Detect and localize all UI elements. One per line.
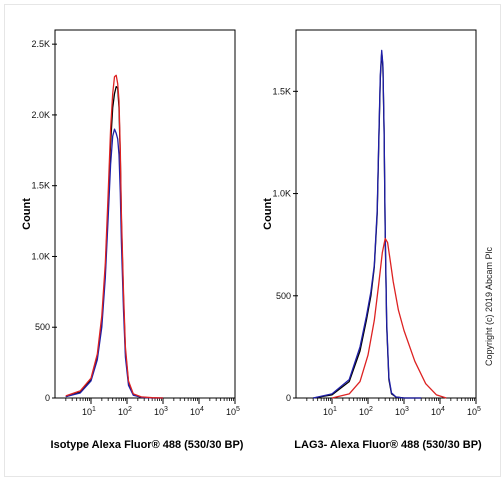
y-tick-label: 1.5K	[31, 181, 50, 191]
plot-area-border	[54, 29, 236, 399]
x-tick-label: 103	[154, 406, 168, 417]
y-tick-label: 1.0K	[31, 251, 50, 261]
x-tick-label: 104	[431, 406, 445, 417]
x-axis-label: Isotype Alexa Fluor® 488 (530/30 BP)	[51, 439, 244, 451]
x-tick-label: 101	[82, 406, 96, 417]
histogram-series-2	[65, 74, 164, 399]
x-tick-label: 105	[226, 406, 240, 417]
y-tick-label: 2.5K	[31, 39, 50, 49]
lag3-histogram-panel: 0 500 1.0K 1.5K 101 102 103 104 105 Count LAG3- Al…	[262, 29, 482, 451]
isotype-histogram-panel: 0 500 1.0K 1.5K 2.0K 2.5K 101 102 103 104 105 Count…	[21, 29, 244, 451]
y-tick-label: 0	[286, 393, 291, 403]
y-tick-label: 0	[45, 393, 50, 403]
y-tick-label: 1.0K	[272, 189, 291, 199]
plot-area-border	[295, 29, 477, 399]
y-tick-label: 500	[35, 322, 50, 332]
copyright-notice: Copyright (c) 2019 Abcam Plc	[484, 246, 494, 366]
histogram-series-2	[331, 237, 447, 399]
y-axis-label: Count	[21, 198, 33, 230]
x-tick-label: 105	[467, 406, 481, 417]
y-axis-label: Count	[262, 198, 274, 230]
y-tick-label: 2.0K	[31, 110, 50, 120]
x-tick-label: 104	[190, 406, 204, 417]
histogram-series-0	[313, 51, 422, 399]
x-axis-label: LAG3- Alexa Fluor® 488 (530/30 BP)	[294, 439, 482, 451]
x-tick-label: 102	[359, 406, 373, 417]
x-tick-label: 101	[323, 406, 337, 417]
y-tick-label: 500	[276, 291, 291, 301]
histogram-series-0	[65, 85, 163, 399]
histogram-series-1	[313, 49, 422, 399]
y-tick-label: 1.5K	[272, 86, 291, 96]
x-tick-label: 103	[395, 406, 409, 417]
histogram-series-1	[65, 128, 163, 399]
x-tick-label: 102	[118, 406, 132, 417]
